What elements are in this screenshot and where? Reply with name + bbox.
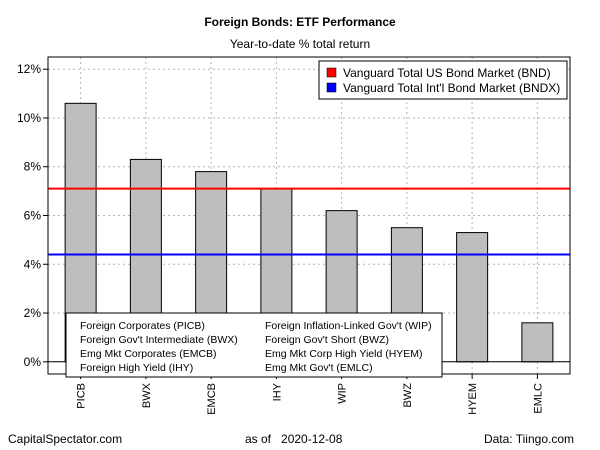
y-tick-label: 10% — [17, 111, 41, 125]
x-tick-label: BWX — [141, 382, 153, 408]
legend-swatch — [326, 82, 337, 93]
x-tick-label: EMLC — [532, 383, 544, 414]
legend-label: Vanguard Total US Bond Market (BND) — [343, 66, 551, 80]
category-key-entry: Emg Mkt Corp High Yield (HYEM) — [265, 348, 423, 360]
footer-data-credit: Data: Tiingo.com — [483, 432, 574, 446]
chart-title: Foreign Bonds: ETF Performance — [204, 15, 396, 29]
y-tick-label: 2% — [24, 306, 42, 320]
chart-subtitle: Year-to-date % total return — [230, 37, 370, 51]
y-tick-label: 4% — [24, 257, 42, 271]
x-tick-label: EMCB — [206, 383, 218, 415]
y-tick-label: 8% — [24, 160, 42, 174]
legend-box — [318, 60, 568, 100]
legend: Vanguard Total US Bond Market (BND)Vangu… — [318, 60, 568, 100]
y-tick-label: 12% — [17, 62, 41, 76]
legend-swatch — [326, 67, 337, 78]
x-tick-label: BWZ — [402, 383, 414, 408]
bar-hyem — [456, 232, 489, 363]
bar-emlc — [521, 322, 554, 363]
category-key-entry: Foreign High Yield (IHY) — [80, 362, 193, 374]
category-key-entry: Foreign Gov't Short (BWZ) — [265, 334, 389, 346]
category-key-entry: Emg Mkt Corporates (EMCB) — [80, 348, 217, 360]
x-tick-label: IHY — [271, 382, 283, 401]
x-tick-label: HYEM — [467, 383, 479, 415]
y-tick-label: 6% — [24, 209, 42, 223]
category-key-entry: Foreign Inflation-Linked Gov't (WIP) — [265, 320, 432, 332]
x-tick-label: PICB — [76, 383, 88, 409]
x-tick-label: WIP — [337, 383, 349, 404]
footer-date: as of 2020-12-08 — [245, 432, 343, 446]
category-key-box — [65, 312, 443, 378]
footer-source: CapitalSpectator.com — [8, 432, 123, 446]
category-key-entry: Foreign Gov't Intermediate (BWX) — [80, 334, 238, 346]
y-tick-label: 0% — [24, 355, 42, 369]
legend-label: Vanguard Total Int'l Bond Market (BNDX) — [343, 81, 560, 95]
category-key: Foreign Corporates (PICB) Foreign Gov't I… — [65, 312, 443, 378]
category-key-entry: Foreign Corporates (PICB) — [80, 320, 205, 332]
category-key-entry: Emg Mkt Gov't (EMLC) — [265, 362, 373, 374]
